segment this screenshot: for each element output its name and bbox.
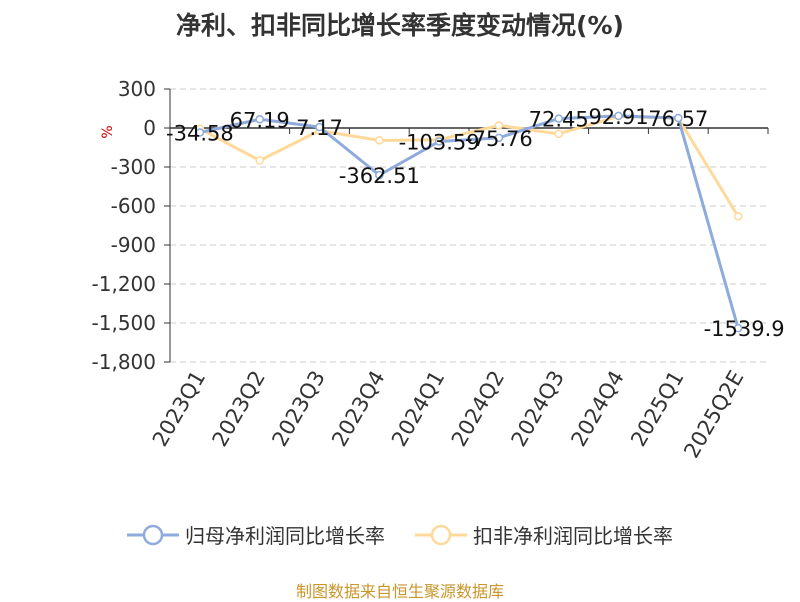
data-label: 92.91 [588, 105, 648, 129]
data-point-series-1 [375, 170, 384, 180]
x-tick-label: 2024Q1 [387, 366, 449, 450]
data-point-series-1 [255, 115, 264, 124]
data-point-series-1 [434, 137, 444, 146]
y-tick-label: -1,200 [92, 272, 156, 296]
legend-marker-series-1 [127, 524, 179, 545]
x-tick-label: 2025Q1 [626, 367, 688, 451]
x-tick-label: 2023Q1 [148, 367, 210, 451]
legend-label-series-2: 扣非净利润同比增长率 [473, 524, 673, 548]
data-point-series-2 [375, 136, 384, 145]
data-label: 7.17 [296, 116, 343, 140]
data-point-series-2 [494, 121, 504, 130]
legend-marker-series-2 [415, 524, 467, 545]
data-label: 72.45 [529, 108, 589, 132]
series-line-1 [199, 114, 740, 329]
data-point-series-2 [255, 156, 264, 165]
legend-label-series-1: 归母净利润同比增长率 [185, 524, 385, 548]
data-label: -103.59 [399, 130, 480, 154]
y-unit-label: % [100, 125, 116, 138]
data-label: -75.76 [465, 127, 533, 151]
x-tick-label: 2024Q3 [507, 367, 569, 451]
x-tick-label: 2025Q2E [679, 367, 748, 463]
x-tick-label: 2023Q4 [327, 367, 389, 451]
x-tick-label: 2024Q2 [447, 367, 509, 451]
data-label: -362.51 [339, 164, 420, 188]
data-label: 76.57 [648, 107, 708, 131]
data-point-series-1 [614, 111, 623, 121]
x-tick-label: 2023Q2 [208, 367, 270, 451]
y-tick-label: -1,500 [92, 311, 156, 335]
data-point-series-1 [195, 128, 205, 137]
x-tick-label: 2024Q4 [566, 367, 628, 451]
y-tick-label: -1,800 [92, 350, 156, 374]
legend-item-series-1[interactable]: 归母净利润同比增长率 [127, 520, 385, 549]
chart-title: 净利、扣非同比增长率季度变动情况(%) [176, 11, 624, 40]
y-tick-label: -600 [111, 194, 156, 218]
y-tick-label: -900 [111, 233, 156, 257]
data-label: 67.19 [230, 108, 290, 132]
source-note: 制图数据来自恒生聚源数据库 [295, 582, 504, 601]
x-tick-label: 2023Q3 [267, 367, 329, 451]
y-tick-label: 300 [118, 77, 156, 101]
y-tick-label: -300 [111, 155, 156, 179]
y-tick-label: 0 [143, 116, 156, 140]
data-point-series-1 [554, 114, 563, 123]
data-point-series-1 [494, 133, 504, 143]
legend: 归母净利润同比增长率 扣非净利润同比增长率 [0, 520, 800, 549]
data-point-series-2 [554, 129, 563, 139]
data-point-series-1 [674, 113, 683, 123]
data-point-series-2 [733, 212, 743, 221]
data-point-series-1 [315, 122, 324, 132]
data-label: -1539.9 [704, 317, 785, 341]
legend-item-series-2[interactable]: 扣非净利润同比增长率 [415, 520, 673, 549]
data-label: -34.58 [166, 121, 234, 145]
data-point-series-1 [733, 323, 743, 333]
